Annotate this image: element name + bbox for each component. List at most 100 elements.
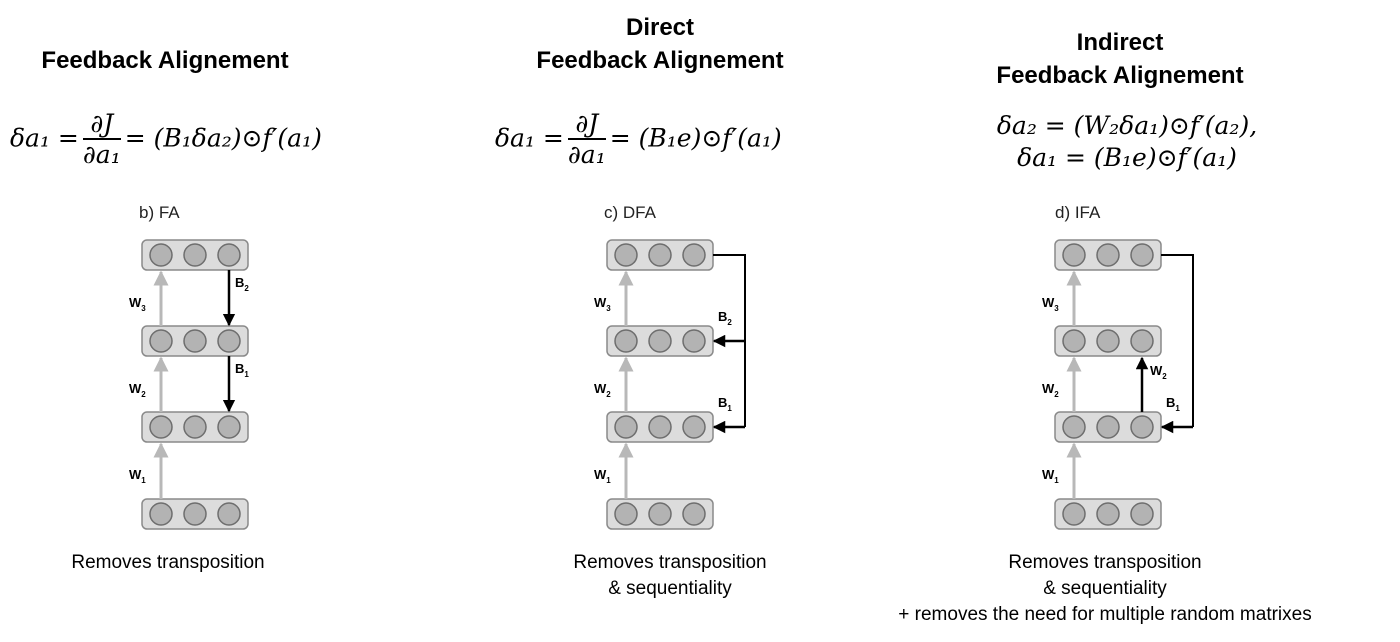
weight-subscript: 2 <box>141 390 146 399</box>
forward-weight-label: W2 <box>1042 381 1059 399</box>
neuron <box>682 502 706 526</box>
neuron <box>1130 243 1154 267</box>
equation: δa₂ = (W₂δa₁)⊙f′(a₂), δa₁ = (B₁e)⊙f′(a₁) <box>972 110 1282 174</box>
weight-subscript: 1 <box>727 404 732 413</box>
forward-weight-label: W3 <box>129 295 146 313</box>
fraction-numerator: ∂J <box>567 110 606 140</box>
feedback-weight-label: B1 <box>1166 395 1180 413</box>
feedback-weight-label: B1 <box>718 395 732 413</box>
neuron <box>648 415 672 439</box>
forward-weight-label: W1 <box>129 467 146 485</box>
neuron <box>183 415 207 439</box>
caption-line: & sequentiality <box>1043 578 1167 599</box>
neuron-layer <box>606 325 714 357</box>
neuron <box>183 329 207 353</box>
weight-subscript: 1 <box>244 370 249 379</box>
weight-subscript: 2 <box>606 390 611 399</box>
neuron <box>1062 329 1086 353</box>
title-line: Feedback Alignement <box>41 47 289 74</box>
neuron <box>648 329 672 353</box>
equation-rhs: = (B₁e)⊙f′(a₁) <box>609 123 782 153</box>
feedback-bus <box>1161 254 1194 427</box>
neuron <box>217 243 241 267</box>
forward-weight-label: W3 <box>1042 295 1059 313</box>
panel-title: Direct Feedback Alignement <box>495 11 825 77</box>
neuron <box>149 243 173 267</box>
neuron <box>648 502 672 526</box>
neuron <box>1096 502 1120 526</box>
weight-subscript: 1 <box>1054 476 1059 485</box>
caption-line: & sequentiality <box>608 578 732 599</box>
title-line: Feedback Alignement <box>536 47 784 74</box>
caption-line: Removes transposition <box>573 552 767 573</box>
feedback-weight-label: B2 <box>718 309 732 327</box>
neuron-layer <box>1054 325 1162 357</box>
neuron <box>648 243 672 267</box>
equation-line: δa₂ = (W₂δa₁)⊙f′(a₂), <box>996 111 1258 140</box>
neuron-layer <box>606 239 714 271</box>
feedback-weight-label: B2 <box>235 275 249 293</box>
title-line: Direct <box>625 14 695 41</box>
weight-subscript: 1 <box>606 476 611 485</box>
equation-lhs: δa₁ = <box>10 123 79 153</box>
neuron <box>149 415 173 439</box>
neuron-layer <box>606 411 714 443</box>
neuron-layer <box>606 498 714 530</box>
neuron <box>682 243 706 267</box>
caption-line: Removes transposition <box>1008 552 1202 573</box>
weight-subscript: 3 <box>1054 304 1059 313</box>
neuron <box>614 329 638 353</box>
fraction-denominator: ∂a₁ <box>82 140 121 169</box>
weight-subscript: 2 <box>1162 372 1167 381</box>
panel-label: d) IFA <box>1055 203 1101 222</box>
neuron <box>614 502 638 526</box>
feedback-weight-label: W2 <box>1150 363 1167 381</box>
neuron <box>1062 502 1086 526</box>
weight-subscript: 3 <box>141 304 146 313</box>
equation: δa₁ = ∂J ∂a₁ = (B₁δa₂)⊙f′(a₁) <box>10 110 322 170</box>
neuron <box>149 329 173 353</box>
equation-line: δa₁ = (B₁e)⊙f′(a₁) <box>1017 143 1237 172</box>
neuron <box>1096 415 1120 439</box>
neuron <box>1130 329 1154 353</box>
forward-weight-label: W2 <box>594 381 611 399</box>
feedback-weight-label: B1 <box>235 361 249 379</box>
arrows <box>153 254 1194 499</box>
weight-labels: W3 W2 W1 B2 B1 W3 W2 W1 B2 B1 W3 W2 W1 W2 B1 <box>129 275 1180 485</box>
neuron <box>1096 243 1120 267</box>
forward-weight-label: W2 <box>129 381 146 399</box>
weight-subscript: 2 <box>727 318 732 327</box>
title-line: Indirect <box>1076 29 1164 56</box>
neuron-layer <box>1054 411 1162 443</box>
title-line: Feedback Alignement <box>996 62 1244 89</box>
neuron-layer <box>141 239 249 271</box>
fraction-denominator: ∂a₁ <box>567 140 606 169</box>
neuron <box>1096 329 1120 353</box>
neuron <box>183 502 207 526</box>
forward-weight-label: W1 <box>1042 467 1059 485</box>
equation-lhs: δa₁ = <box>495 123 564 153</box>
panel-title: Feedback Alignement <box>10 44 320 77</box>
neuron-layer <box>1054 498 1162 530</box>
neuron <box>183 243 207 267</box>
forward-weight-label: W3 <box>594 295 611 313</box>
neuron <box>217 502 241 526</box>
neuron <box>682 329 706 353</box>
neuron <box>614 243 638 267</box>
caption-line: Removes transposition <box>71 552 265 573</box>
neuron-layer <box>141 325 249 357</box>
feedback-bus <box>713 254 746 427</box>
weight-subscript: 3 <box>606 304 611 313</box>
panel-label: c) DFA <box>604 203 656 222</box>
neuron-layer <box>141 411 249 443</box>
neuron <box>217 415 241 439</box>
caption: Removes transposition <box>28 550 308 576</box>
neuron <box>217 329 241 353</box>
weight-subscript: 2 <box>244 284 249 293</box>
fraction-numerator: ∂J <box>82 110 121 140</box>
caption: Removes transposition & sequentiality + … <box>860 550 1350 628</box>
weight-subscript: 2 <box>1054 390 1059 399</box>
neuron <box>1130 502 1154 526</box>
fraction: ∂J ∂a₁ <box>82 110 121 170</box>
